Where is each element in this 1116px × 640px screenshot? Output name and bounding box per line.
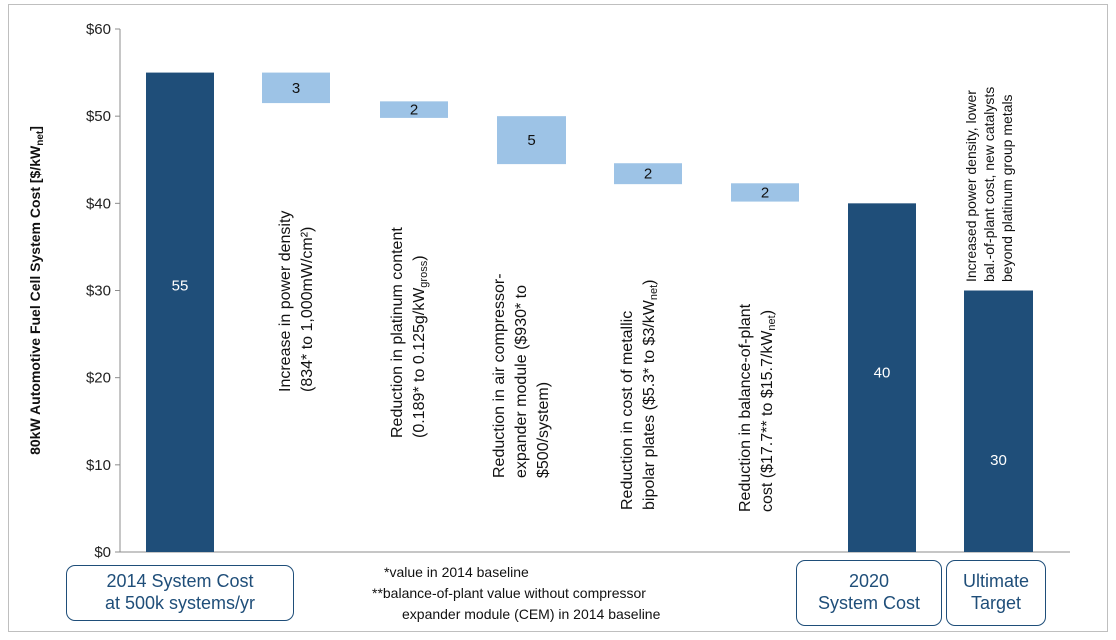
bar-ultimate-target: [964, 291, 1033, 553]
category-2020-line1: 2020: [818, 571, 920, 593]
bar-2014-system-cost-value-label: 55: [172, 278, 189, 295]
bar-2020-system-cost-value-label: 40: [874, 365, 891, 382]
annotation-air-compressor-line-3: $500/system): [535, 382, 552, 478]
annotation-bipolar-plates-line-1: Reduction in cost of metallic: [619, 311, 636, 510]
bar-ultimate-target-value-label: 30: [990, 452, 1007, 469]
category-ultimate-line2: Target: [963, 593, 1029, 615]
annotation-air-compressor-line-1: Reduction in air compressor-: [491, 273, 508, 478]
category-2020-system-cost: 2020 System Cost: [796, 560, 942, 626]
footnotes: *value in 2014 baseline **balance-of-pla…: [372, 562, 660, 625]
step-bar-3-value-label: 5: [527, 132, 535, 149]
annotation-platinum: Reduction in platinum content (0.189* to …: [389, 227, 430, 438]
footnote-1: *value in 2014 baseline: [372, 562, 660, 583]
annotation-ultimate-target-line-2: bal.-of-plant cost, new catalysts: [981, 87, 997, 282]
annotation-ultimate-target-line-3: beyond platinum group metals: [999, 94, 1015, 282]
footnote-3: expander module (CEM) in 2014 baseline: [372, 604, 660, 625]
y-tick-label: $40: [86, 195, 111, 212]
y-axis-label: 80kW Automotive Fuel Cell System Cost [$…: [27, 126, 46, 455]
annotation-air-compressor: Reduction in air compressor-expander mod…: [491, 273, 552, 478]
step-bar-5-value-label: 2: [761, 184, 769, 201]
category-ultimate-target: Ultimate Target: [946, 560, 1046, 626]
category-2020-line2: System Cost: [818, 593, 920, 615]
y-tick-label: $10: [86, 457, 111, 474]
annotation-platinum-line-1: Reduction in platinum content: [389, 227, 406, 438]
annotation-balance-of-plant-line-2: cost ($17.7** to $15.7/kWnet): [759, 310, 778, 512]
y-tick-label: $30: [86, 283, 111, 300]
step-bar-2-value-label: 2: [410, 102, 418, 119]
annotation-bipolar-plates: Reduction in cost of metallic bipolar pla…: [619, 279, 660, 510]
footnote-2: **balance-of-plant value without compres…: [372, 583, 660, 604]
annotation-bipolar-plates-line-2: bipolar plates ($5.3* to $3/kWnet): [641, 279, 660, 510]
annotation-balance-of-plant-line-1: Reduction in balance-of-plant: [737, 303, 754, 512]
category-ultimate-line1: Ultimate: [963, 571, 1029, 593]
y-tick-label: $0: [94, 544, 111, 561]
annotation-ultimate-target: Increased power density, lower bal.-of-pl…: [963, 87, 1015, 282]
annotation-air-compressor-line-2: expander module ($930* to: [513, 285, 530, 478]
bar-2014-system-cost: [146, 73, 214, 552]
annotation-platinum-line-2: (0.189* to 0.125g/kWgross): [411, 255, 430, 438]
category-2014-line2: at 500k systems/yr: [105, 593, 255, 615]
category-2014-line1: 2014 System Cost: [105, 571, 255, 593]
annotation-power-density: Increase in power density (834* to 1,000m…: [277, 211, 316, 392]
step-bar-4-value-label: 2: [644, 166, 652, 183]
y-tick-label: $60: [86, 21, 111, 38]
annotation-power-density-line-1: Increase in power density: [277, 211, 294, 392]
annotation-ultimate-target-line-1: Increased power density, lower: [963, 90, 979, 282]
annotation-power-density-line-2: (834* to 1,000mW/cm²): [299, 227, 316, 392]
step-bar-1-value-label: 3: [292, 80, 300, 97]
category-2014-system-cost: 2014 System Cost at 500k systems/yr: [66, 565, 294, 621]
y-tick-label: $50: [86, 108, 111, 125]
annotation-balance-of-plant: Reduction in balance-of-plant cost ($17.7…: [737, 303, 778, 512]
y-tick-label: $20: [86, 370, 111, 387]
